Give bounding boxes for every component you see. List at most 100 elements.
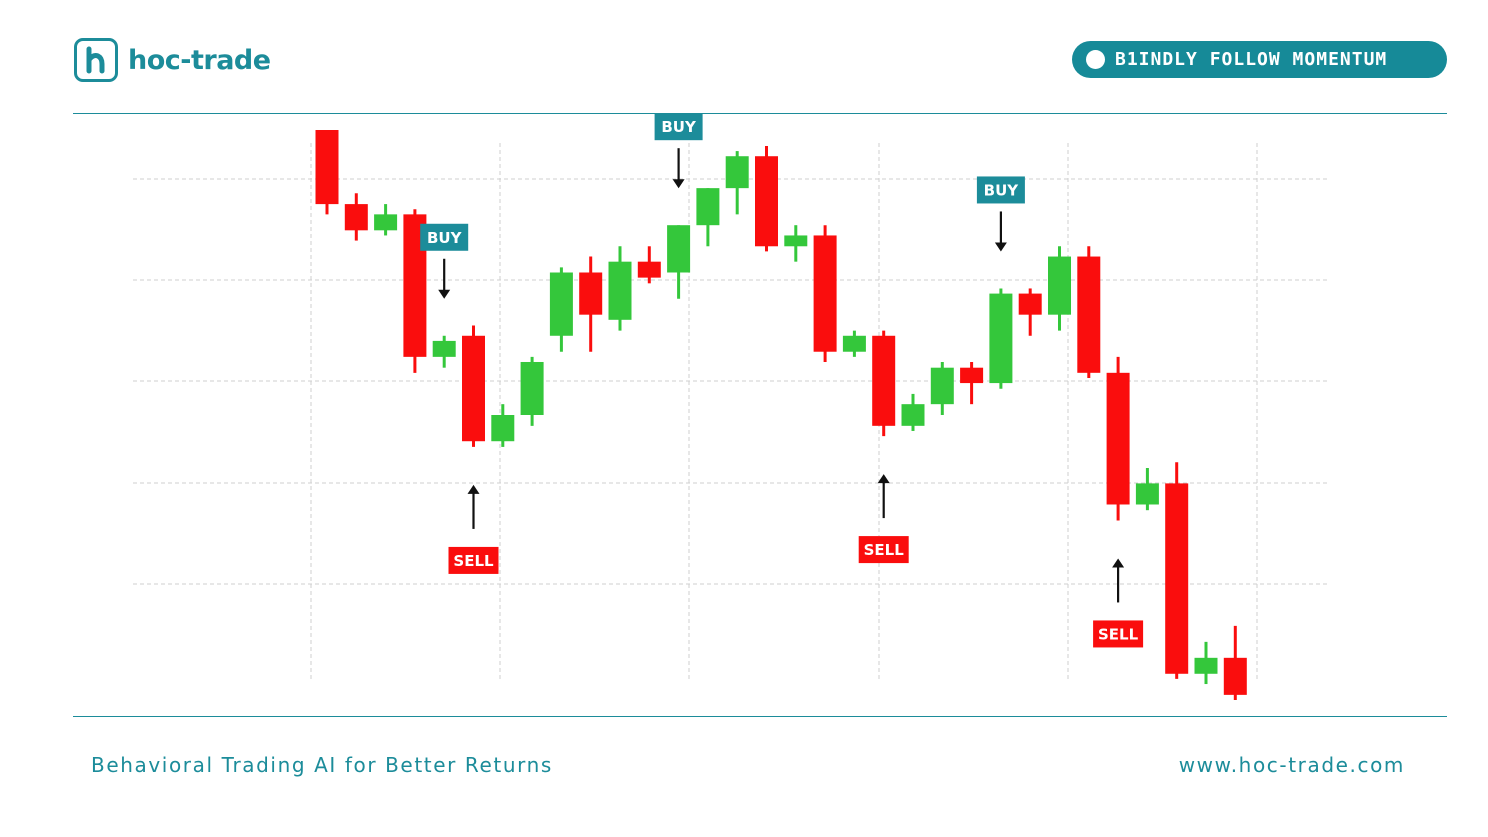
candle: [1194, 641, 1218, 685]
candle: [989, 288, 1013, 389]
candle-body: [872, 335, 896, 426]
candle: [784, 225, 808, 262]
arrow-up-icon: [877, 474, 890, 484]
candle: [960, 361, 984, 405]
candle-body: [1077, 256, 1101, 373]
arrow-down-icon: [438, 289, 451, 299]
sell-label-bg: [858, 536, 909, 564]
signals: BUY SELL BUY SELL BUY SELL: [420, 113, 1144, 648]
sell-signal: SELL: [1093, 558, 1144, 648]
candle: [608, 246, 632, 331]
arrow-down-icon: [672, 179, 685, 189]
candle: [755, 145, 778, 252]
candle-body: [344, 204, 368, 231]
candle-body: [667, 225, 691, 273]
sell-label: SELL: [864, 541, 905, 559]
candle-body: [1223, 657, 1247, 695]
candle: [549, 267, 573, 352]
candle: [1106, 356, 1130, 521]
candle-body: [784, 235, 808, 247]
candles: [315, 130, 1247, 700]
footer-tagline: Behavioral Trading AI for Better Returns: [91, 753, 553, 777]
candle-body: [989, 293, 1013, 384]
candle: [667, 225, 691, 299]
buy-label: BUY: [984, 181, 1020, 199]
candle: [520, 356, 544, 426]
candle: [930, 361, 954, 415]
sell-label: SELL: [1098, 625, 1139, 643]
candle: [1165, 462, 1189, 679]
candle-body: [755, 156, 778, 247]
arrow-up-icon: [467, 484, 480, 494]
candle: [901, 393, 925, 431]
buy-label: BUY: [427, 229, 463, 247]
buy-label: BUY: [661, 118, 697, 136]
candle-body: [725, 156, 749, 189]
sell-signal: SELL: [858, 474, 909, 564]
candle: [1048, 246, 1071, 331]
candle-body: [549, 272, 573, 336]
h-logo-icon: [74, 38, 118, 82]
candle: [432, 335, 456, 368]
candle: [1135, 468, 1159, 511]
buy-label-bg: [654, 113, 703, 141]
candle-body: [315, 130, 339, 205]
candle: [1223, 625, 1247, 700]
candle: [813, 225, 837, 362]
candle: [315, 130, 339, 215]
candle-body: [1018, 293, 1042, 315]
candle: [842, 330, 866, 357]
candle-body: [1135, 483, 1159, 505]
candle: [696, 188, 720, 247]
candle-body: [637, 261, 661, 278]
candle-body: [960, 367, 984, 384]
buy-signal: BUY: [976, 176, 1025, 252]
candle: [1018, 288, 1042, 336]
candle-body: [374, 214, 398, 231]
candle-body: [491, 415, 515, 442]
candle-body: [813, 235, 837, 352]
candle-body: [1106, 372, 1130, 505]
sell-label-bg: [1093, 620, 1144, 648]
candle-body: [579, 272, 603, 315]
candle-body: [842, 335, 866, 352]
dot-icon: [1086, 50, 1105, 69]
buy-label-bg: [976, 176, 1025, 204]
candle: [462, 325, 485, 447]
footer-divider: [73, 716, 1447, 717]
candle: [491, 404, 515, 447]
sell-signal: SELL: [448, 484, 499, 574]
brand-logo: hoc-trade: [74, 38, 271, 82]
candle-body: [432, 340, 456, 357]
candle-body: [901, 404, 925, 426]
candle-body: [462, 335, 485, 442]
arrow-down-icon: [994, 242, 1007, 252]
arrow-up-icon: [1112, 558, 1125, 568]
candle: [1077, 246, 1101, 378]
candle: [374, 204, 398, 236]
candle: [579, 256, 603, 352]
chart-grid: [133, 143, 1328, 680]
buy-signal: BUY: [420, 223, 469, 299]
badge-text: B1INDLY FOLLOW MOMENTUM: [1115, 49, 1388, 70]
candle-body: [520, 361, 544, 415]
momentum-badge: B1INDLY FOLLOW MOMENTUM: [1072, 41, 1447, 78]
brand-name: hoc-trade: [128, 44, 271, 76]
candle-body: [696, 188, 720, 226]
candle-body: [1194, 657, 1218, 674]
footer-url[interactable]: www.hoc-trade.com: [1178, 753, 1405, 777]
candle-body: [1048, 256, 1071, 315]
header-divider: [73, 113, 1447, 114]
candle: [725, 151, 749, 215]
candle-body: [608, 261, 632, 320]
candle: [637, 246, 661, 284]
sell-label-bg: [448, 546, 499, 574]
buy-signal: BUY: [654, 113, 703, 189]
candle-body: [1165, 483, 1189, 674]
sell-label: SELL: [453, 552, 494, 570]
candle: [872, 330, 896, 437]
buy-label-bg: [420, 223, 469, 251]
candle: [344, 193, 368, 241]
candle-body: [930, 367, 954, 405]
